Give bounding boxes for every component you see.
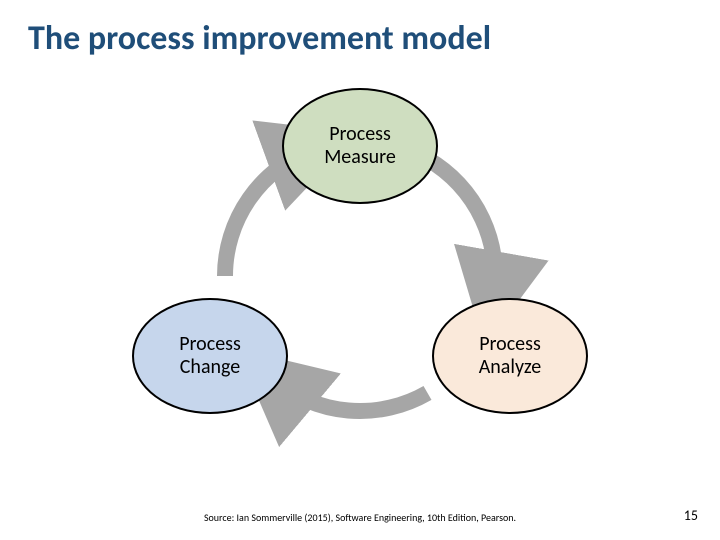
node-label: ProcessChange [179, 333, 241, 379]
slide: The process improvement model ProcessMea… [0, 0, 720, 540]
cycle-arrows [0, 0, 720, 540]
node-label: ProcessMeasure [324, 123, 396, 169]
node-analyze: ProcessAnalyze [432, 298, 588, 414]
node-measure: ProcessMeasure [282, 88, 438, 204]
source-citation: Source: Ian Sommerville (2015), Software… [0, 511, 720, 524]
node-change: ProcessChange [132, 298, 288, 414]
page-number: 15 [684, 507, 698, 524]
node-label: ProcessAnalyze [479, 333, 542, 379]
